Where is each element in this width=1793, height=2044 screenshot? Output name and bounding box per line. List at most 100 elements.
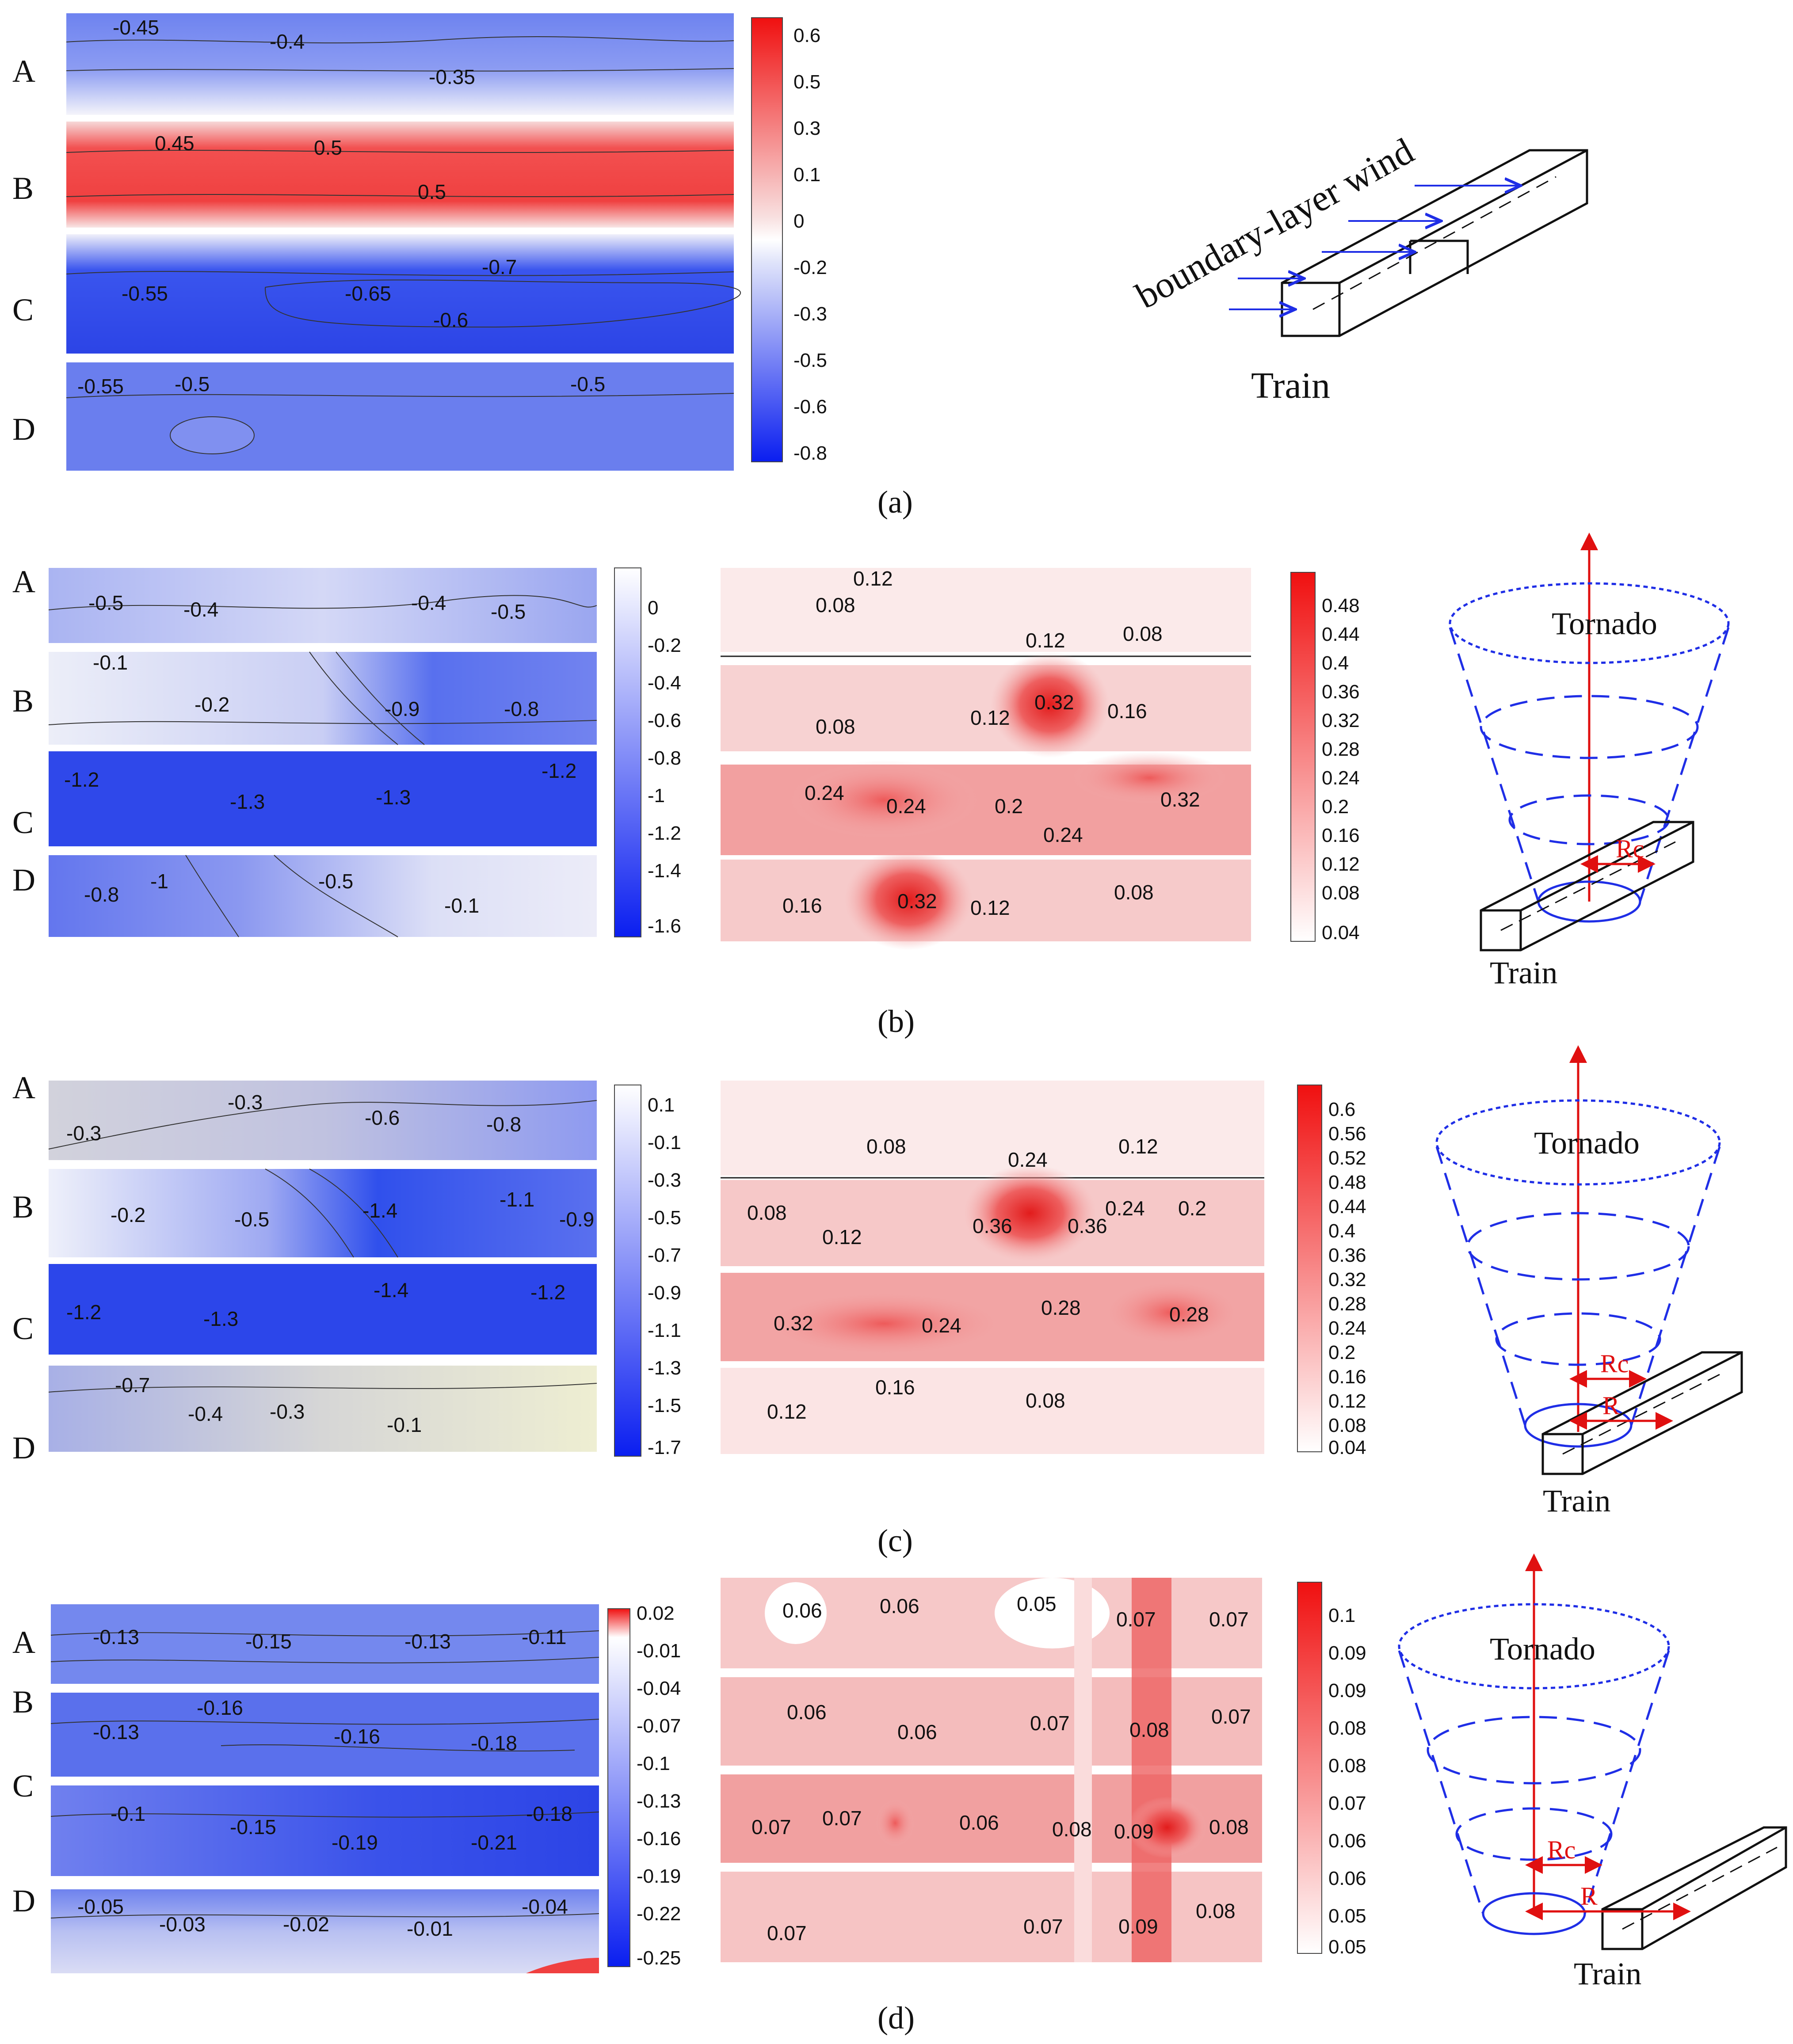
- contour-label: -0.16: [197, 1696, 243, 1719]
- contour-label: -0.01: [407, 1917, 453, 1940]
- contour-label: 0.12: [767, 1400, 807, 1423]
- colorbar-tick: -1.3: [648, 1357, 681, 1379]
- contour-label: -0.03: [159, 1913, 206, 1936]
- colorbar-tick: 0.48: [1322, 595, 1360, 617]
- colorbar-tick: -0.9: [648, 1282, 681, 1304]
- contour-label: 0.08: [816, 594, 855, 617]
- contour-label: 0.16: [1107, 700, 1147, 723]
- contour-label: 0.5: [314, 136, 342, 159]
- contour-label: -0.1: [444, 894, 479, 917]
- contour-label: -0.6: [365, 1106, 400, 1129]
- contour-label: -0.1: [93, 651, 128, 674]
- contour-label: -1.2: [64, 768, 99, 791]
- contour-label: 0.08: [1196, 1899, 1236, 1922]
- colorbar-tick: 0.24: [1328, 1317, 1366, 1339]
- surface-a-B: [66, 122, 734, 228]
- contour-label: 0.36: [973, 1214, 1012, 1237]
- contour-label: 0.2: [1178, 1197, 1206, 1220]
- contour-plot-a: -0.45 -0.4 -0.35 0.45 0.5 0.5 -0.55 -0.6…: [66, 13, 741, 471]
- colorbar-tick: 0.09: [1328, 1680, 1366, 1701]
- contour-label: 0.07: [767, 1922, 807, 1945]
- contour-label: 0.09: [1118, 1915, 1158, 1938]
- contour-label: 0.08: [1129, 1718, 1169, 1741]
- diagram-tornado-b: Tornado Rc Train: [1449, 533, 1730, 990]
- mean-colorbar-b: 0 -0.2 -0.4 -0.6 -0.8 -1 -1.2 -1.4 -1.6: [614, 567, 681, 937]
- colorbar-tick: -0.07: [637, 1715, 681, 1737]
- row-labels-c: A B C D: [12, 1070, 35, 1465]
- contour-label: -0.65: [345, 282, 391, 305]
- contour-label: -0.9: [385, 697, 420, 720]
- contour-label: -1.2: [542, 759, 576, 782]
- contour-label: -0.1: [111, 1802, 145, 1825]
- contour-label: 0.24: [1105, 1197, 1145, 1220]
- diagram-tornado-c: Tornado Rc R Train: [1435, 1045, 1743, 1519]
- contour-label: 0.09: [1114, 1820, 1154, 1843]
- panel-c: A B C D -0.3 -0.3 -0.6 -0.8 -0.2 -0.5 -1…: [12, 1045, 1743, 1558]
- colorbar-tick: -1.6: [648, 915, 681, 937]
- colorbar-tick: 0.32: [1328, 1269, 1366, 1290]
- panel-b: A B C D -0.5 -0.4 -0.4 -0.5 -0.1 -0.2 -0…: [12, 533, 1730, 1039]
- colorbar-tick: -0.22: [637, 1903, 681, 1925]
- contour-label: -1.3: [203, 1307, 238, 1330]
- contour-label: 0.16: [782, 894, 822, 917]
- contour-label: -0.13: [93, 1625, 139, 1648]
- contour-label: 0.08: [1123, 622, 1163, 645]
- surface-a-D: [66, 362, 734, 471]
- colorbar-tick: 0.5: [793, 71, 820, 93]
- row-label-b: B: [12, 1684, 34, 1720]
- contour-label: -0.7: [482, 255, 517, 278]
- contour-label: -0.13: [93, 1720, 139, 1743]
- colorbar-tick: 0.08: [1328, 1415, 1366, 1436]
- colorbar-tick: 0.2: [1322, 796, 1349, 818]
- contour-label: -0.3: [66, 1122, 101, 1145]
- colorbar-tick: -1.4: [648, 860, 681, 882]
- colorbar-a: 0.6 0.5 0.3 0.1 0 -0.2 -0.3 -0.5 -0.6 -0…: [751, 17, 827, 464]
- row-labels-b: A B C D: [12, 564, 35, 898]
- rc-label: Rc: [1616, 834, 1644, 863]
- contour-label: -0.04: [522, 1895, 568, 1918]
- colorbar-tick: 0.44: [1322, 624, 1360, 645]
- row-label-d: D: [12, 1883, 35, 1918]
- contour-label: -0.18: [526, 1802, 572, 1825]
- colorbar-tick: 0.1: [1328, 1605, 1355, 1626]
- std-plot-d: 0.06 0.06 0.05 0.07 0.07 0.06 0.06 0.07 …: [721, 1578, 1262, 1962]
- colorbar-tick: -0.25: [637, 1947, 681, 1969]
- contour-label: 0.08: [1026, 1389, 1065, 1412]
- colorbar-tick: -0.5: [793, 350, 827, 371]
- r-label: R: [1580, 1882, 1598, 1911]
- contour-label: 0.08: [866, 1135, 906, 1158]
- contour-label: 0.08: [1052, 1818, 1092, 1841]
- colorbar-tick: 0.44: [1328, 1196, 1366, 1218]
- colorbar-tick: 0.02: [637, 1602, 675, 1624]
- colorbar-tick: 0.28: [1328, 1293, 1366, 1315]
- contour-label: -1.2: [530, 1281, 565, 1304]
- colorbar-tick: 0: [793, 210, 804, 232]
- contour-label: -0.05: [77, 1895, 124, 1918]
- contour-label: -0.2: [195, 693, 229, 716]
- contour-label: 0.06: [959, 1811, 999, 1834]
- contour-label: 0.24: [1008, 1148, 1048, 1171]
- contour-label: 0.08: [1209, 1816, 1249, 1838]
- colorbar-tick: 0.1: [793, 164, 820, 186]
- colorbar-tick: 0.12: [1322, 853, 1360, 875]
- contour-label: 0.07: [752, 1816, 791, 1838]
- colorbar-tick: 0.08: [1328, 1717, 1366, 1739]
- std-plot-c: 0.08 0.24 0.12 0.08 0.12 0.36 0.36 0.24 …: [721, 1081, 1264, 1454]
- contour-label: -0.4: [270, 30, 305, 53]
- train-label: Train: [1490, 955, 1557, 990]
- caption-d: (d): [877, 2000, 915, 2036]
- colorbar-tick: 0.2: [1328, 1342, 1355, 1363]
- colorbar-tick: 0.04: [1322, 922, 1360, 944]
- std-plot-b: 0.12 0.08 0.12 0.08 0.08 0.12 0.32 0.16 …: [721, 567, 1251, 950]
- contour-label: -0.15: [230, 1816, 276, 1838]
- contour-label: -0.7: [115, 1374, 150, 1397]
- colorbar-tick: -0.8: [648, 747, 681, 769]
- contour-label: 0.24: [805, 781, 844, 804]
- mean-plot-c: -0.3 -0.3 -0.6 -0.8 -0.2 -0.5 -1.4 -1.1 …: [48, 1081, 597, 1452]
- contour-label: -0.5: [491, 600, 526, 623]
- contour-label: 0.06: [787, 1701, 827, 1724]
- colorbar-tick: -0.6: [793, 396, 827, 418]
- colorbar-tick: -0.3: [793, 303, 827, 325]
- contour-label: 0.07: [1209, 1608, 1249, 1631]
- row-label-a: A: [12, 564, 35, 599]
